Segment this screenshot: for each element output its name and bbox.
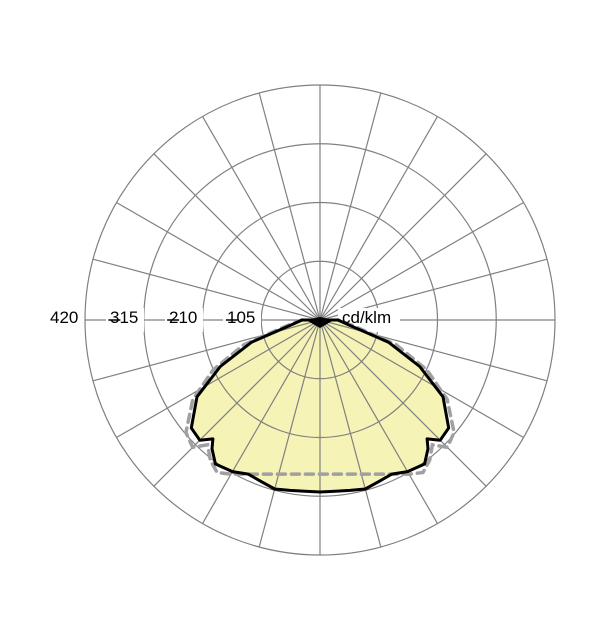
axis-label-315: 315 xyxy=(110,308,138,328)
axis-label-unit: cd/klm xyxy=(342,308,391,328)
axis-label-105: 105 xyxy=(227,308,255,328)
polar-chart: 420 315 210 105 cd/klm xyxy=(20,20,580,580)
polar-svg xyxy=(20,20,600,620)
axis-label-420: 420 xyxy=(50,308,78,328)
axis-label-210: 210 xyxy=(169,308,197,328)
